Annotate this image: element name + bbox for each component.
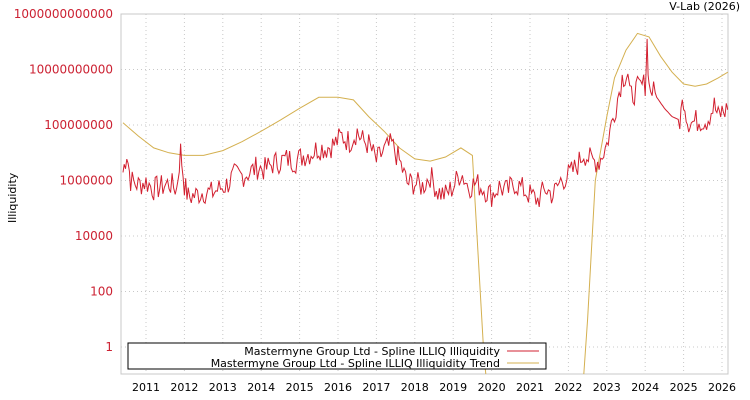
x-tick-label: 2023 bbox=[593, 381, 621, 394]
grid-lines bbox=[121, 13, 728, 374]
x-tick-label: 2019 bbox=[439, 381, 467, 394]
legend: Mastermyne Group Ltd - Spline ILLIQ Illi… bbox=[127, 342, 547, 370]
x-tick-label: 2026 bbox=[708, 381, 736, 394]
x-tick-label: 2022 bbox=[554, 381, 582, 394]
x-tick-label: 2025 bbox=[670, 381, 698, 394]
y-tick-label: 10000000000 bbox=[29, 63, 113, 77]
legend-label-series: Mastermyne Group Ltd - Spline ILLIQ Illi… bbox=[244, 345, 500, 358]
y-tick-label: 1000000000000 bbox=[14, 7, 113, 21]
trend-line bbox=[122, 32, 728, 374]
y-tick-label: 100 bbox=[90, 285, 113, 299]
x-tick-label: 2024 bbox=[631, 381, 659, 394]
x-axis-ticks: 2011 2012 2013 2014 2015 2016 2017 2018 2019 2020… bbox=[132, 381, 736, 394]
y-axis-ticks: 1000000000000 10000000000 100000000 1000000… bbox=[14, 7, 113, 354]
x-tick-label: 2017 bbox=[362, 381, 390, 394]
x-tick-label: 2011 bbox=[132, 381, 160, 394]
legend-box bbox=[127, 342, 547, 370]
y-tick-label: 10000 bbox=[75, 229, 113, 243]
x-tick-label: 2016 bbox=[324, 381, 352, 394]
x-tick-label: 2021 bbox=[516, 381, 544, 394]
x-tick-label: 2012 bbox=[170, 381, 198, 394]
y-tick-label: 1 bbox=[105, 340, 113, 354]
x-tick-label: 2013 bbox=[209, 381, 237, 394]
x-tick-label: 2018 bbox=[401, 381, 429, 394]
vlab-watermark: V-Lab (2026) bbox=[669, 0, 740, 13]
y-tick-label: 100000000 bbox=[44, 118, 113, 132]
y-tick-label: 1000000 bbox=[60, 174, 113, 188]
plot-frame bbox=[120, 13, 729, 375]
x-tick-label: 2014 bbox=[247, 381, 275, 394]
x-tick-label: 2015 bbox=[286, 381, 314, 394]
legend-label-trend: Mastermyne Group Ltd - Spline ILLIQ Illi… bbox=[211, 357, 500, 370]
x-tick-label: 2020 bbox=[478, 381, 506, 394]
illiquidity-line bbox=[122, 38, 728, 207]
